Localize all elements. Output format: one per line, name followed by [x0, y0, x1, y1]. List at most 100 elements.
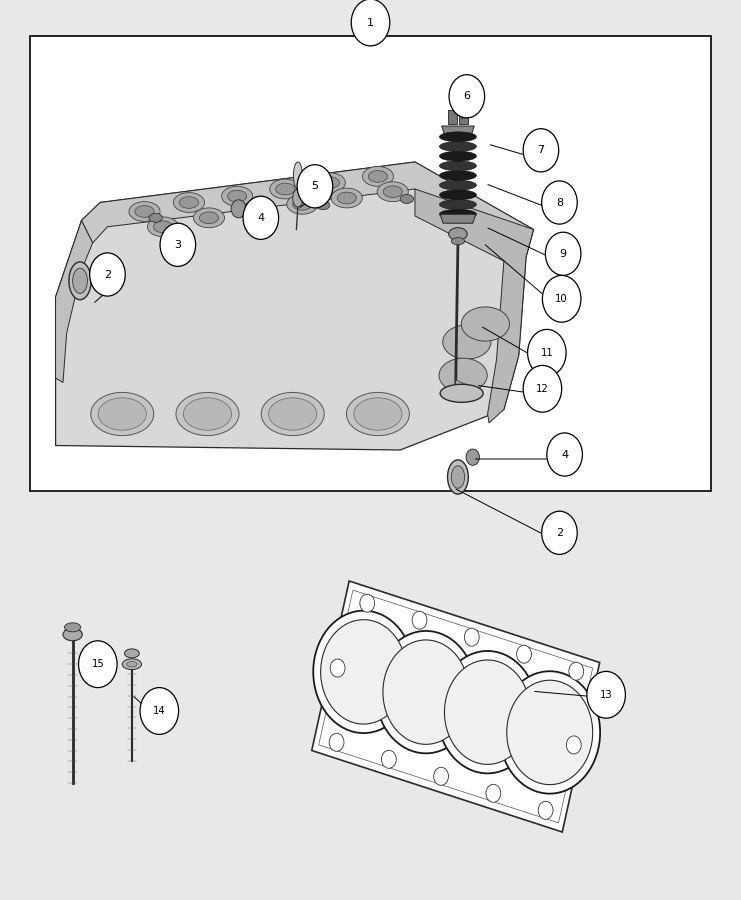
- Ellipse shape: [354, 398, 402, 430]
- Ellipse shape: [199, 212, 219, 223]
- Ellipse shape: [227, 190, 247, 203]
- Ellipse shape: [442, 325, 491, 359]
- Ellipse shape: [439, 132, 476, 142]
- Circle shape: [449, 75, 485, 118]
- Ellipse shape: [73, 268, 87, 293]
- Ellipse shape: [63, 628, 82, 641]
- Text: 2: 2: [556, 527, 563, 538]
- Ellipse shape: [293, 198, 312, 210]
- Ellipse shape: [64, 623, 81, 632]
- Ellipse shape: [337, 193, 356, 204]
- Circle shape: [360, 594, 375, 612]
- Circle shape: [523, 365, 562, 412]
- Ellipse shape: [448, 228, 467, 240]
- Ellipse shape: [439, 141, 476, 151]
- Ellipse shape: [439, 358, 488, 392]
- Bar: [448, 110, 457, 124]
- Circle shape: [376, 631, 476, 753]
- Circle shape: [351, 0, 390, 46]
- Ellipse shape: [90, 392, 154, 436]
- Circle shape: [160, 223, 196, 266]
- Circle shape: [382, 751, 396, 769]
- Ellipse shape: [439, 171, 476, 180]
- Text: 7: 7: [537, 145, 545, 156]
- Text: 1: 1: [367, 17, 374, 28]
- Ellipse shape: [293, 162, 302, 189]
- Text: 3: 3: [174, 239, 182, 250]
- Circle shape: [486, 784, 501, 802]
- Text: 9: 9: [559, 248, 567, 259]
- Ellipse shape: [451, 466, 465, 488]
- Polygon shape: [456, 380, 468, 392]
- Circle shape: [566, 736, 581, 754]
- Polygon shape: [56, 220, 93, 382]
- Circle shape: [313, 611, 414, 733]
- Ellipse shape: [135, 205, 154, 218]
- Circle shape: [321, 620, 407, 724]
- Ellipse shape: [261, 392, 325, 436]
- Polygon shape: [56, 162, 534, 450]
- Ellipse shape: [222, 186, 253, 206]
- Circle shape: [542, 511, 577, 554]
- Text: 4: 4: [257, 212, 265, 223]
- Ellipse shape: [314, 173, 345, 193]
- Ellipse shape: [362, 166, 393, 186]
- Circle shape: [330, 659, 345, 677]
- Ellipse shape: [439, 210, 476, 220]
- Circle shape: [538, 801, 553, 819]
- Circle shape: [445, 660, 531, 764]
- Polygon shape: [312, 581, 599, 832]
- Ellipse shape: [98, 398, 146, 430]
- Circle shape: [412, 611, 427, 629]
- Circle shape: [569, 662, 584, 680]
- Circle shape: [243, 196, 279, 239]
- Ellipse shape: [439, 151, 476, 161]
- Circle shape: [523, 129, 559, 172]
- Ellipse shape: [400, 194, 413, 203]
- Ellipse shape: [176, 392, 239, 436]
- Ellipse shape: [316, 201, 330, 210]
- Text: 12: 12: [536, 383, 549, 394]
- Text: 6: 6: [463, 91, 471, 102]
- Ellipse shape: [149, 213, 162, 222]
- Ellipse shape: [439, 200, 476, 210]
- Ellipse shape: [377, 182, 408, 202]
- Text: 14: 14: [153, 706, 166, 716]
- Ellipse shape: [129, 202, 160, 221]
- Ellipse shape: [368, 171, 388, 182]
- Ellipse shape: [439, 180, 476, 190]
- Polygon shape: [442, 126, 474, 135]
- Circle shape: [507, 680, 593, 785]
- Circle shape: [528, 329, 566, 376]
- Ellipse shape: [127, 662, 137, 667]
- Ellipse shape: [233, 207, 246, 216]
- Ellipse shape: [193, 208, 225, 228]
- Circle shape: [499, 671, 600, 794]
- Circle shape: [329, 734, 344, 752]
- Polygon shape: [415, 189, 534, 423]
- Text: 5: 5: [311, 181, 319, 192]
- Ellipse shape: [448, 460, 468, 494]
- Circle shape: [231, 200, 246, 218]
- Circle shape: [466, 449, 479, 465]
- Circle shape: [79, 641, 117, 688]
- Circle shape: [465, 628, 479, 646]
- Ellipse shape: [179, 197, 199, 209]
- Circle shape: [90, 253, 125, 296]
- Ellipse shape: [124, 649, 139, 658]
- Ellipse shape: [461, 307, 510, 341]
- Polygon shape: [82, 162, 534, 256]
- Text: 4: 4: [561, 449, 568, 460]
- Ellipse shape: [383, 185, 402, 197]
- Circle shape: [545, 232, 581, 275]
- Text: 10: 10: [555, 293, 568, 304]
- Ellipse shape: [331, 188, 362, 208]
- Ellipse shape: [69, 262, 91, 300]
- Ellipse shape: [347, 392, 410, 436]
- Ellipse shape: [276, 184, 295, 195]
- Ellipse shape: [287, 194, 318, 214]
- Ellipse shape: [293, 189, 303, 207]
- Ellipse shape: [147, 217, 179, 237]
- Circle shape: [542, 181, 577, 224]
- Ellipse shape: [153, 220, 173, 233]
